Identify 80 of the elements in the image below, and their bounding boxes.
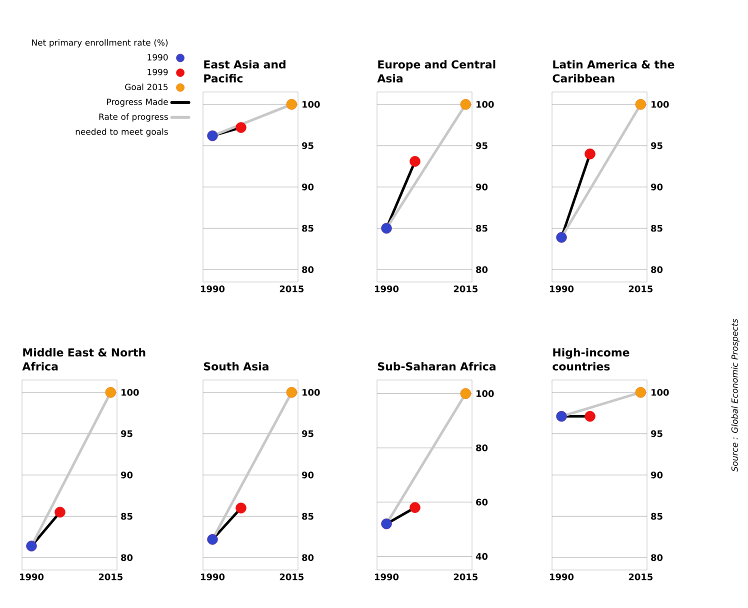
chart-title: Latin America & the Caribbean	[552, 60, 674, 82]
point	[26, 540, 37, 552]
point	[584, 148, 596, 160]
y-tick-label: 85	[302, 512, 314, 520]
x-tick-label: 1990	[550, 286, 574, 292]
chart-title: East Asia and Pacific	[204, 60, 286, 82]
y-tick-label: 95	[302, 430, 314, 438]
legend-label: Goal 2015	[125, 84, 168, 90]
y-tick-label: 95	[650, 142, 662, 150]
point	[105, 387, 116, 398]
y-tick-label: 80	[476, 266, 488, 273]
point	[236, 502, 246, 514]
y-tick-label: 95	[120, 430, 132, 438]
x-tick-label: 2015	[628, 286, 653, 292]
y-tick-label: 95	[302, 142, 314, 150]
chart-title: South Asia	[204, 362, 268, 370]
x-tick-label: 1990	[201, 574, 225, 580]
y-tick-label: 90	[120, 472, 133, 478]
y-tick-label: 90	[302, 472, 314, 478]
y-tick-label: 100	[302, 100, 320, 108]
point	[286, 387, 298, 398]
chart-title: Sub-Saharan Africa	[378, 362, 496, 370]
legend-label: Progress Made	[107, 98, 168, 107]
point	[381, 222, 392, 234]
point	[460, 388, 472, 399]
x-tick-label: 1990	[375, 574, 399, 580]
point	[410, 156, 420, 167]
y-tick-label: 95	[650, 430, 662, 438]
legend-label: Rate of progress needed to meet goals	[76, 113, 168, 137]
y-tick-label: 80	[302, 554, 314, 561]
chart-title: Middle East & North Africa	[22, 348, 146, 370]
legend-label: 1999	[148, 68, 168, 76]
y-tick-label: 80	[651, 554, 663, 561]
y-tick-label: 80	[302, 266, 314, 273]
x-tick-label: 1990	[20, 574, 44, 580]
x-tick-label: 1990	[201, 286, 225, 292]
point	[286, 99, 298, 110]
y-tick-label: 100	[476, 100, 494, 108]
y-tick-label: 100	[302, 388, 320, 396]
x-tick-label: 2015	[280, 574, 304, 580]
y-tick-label: 100	[476, 390, 494, 397]
x-tick-label: 2015	[628, 574, 653, 580]
y-tick-label: 95	[476, 142, 488, 150]
y-tick-label: 90	[476, 184, 488, 190]
y-tick-label: 85	[476, 224, 488, 232]
y-tick-label: 80	[476, 444, 488, 452]
y-tick-label: 100	[652, 388, 669, 396]
chart-title: Europe and Central Asia	[377, 60, 496, 82]
y-tick-label: 40	[476, 553, 488, 560]
y-tick-label: 85	[302, 224, 314, 232]
y-tick-label: 90	[302, 184, 314, 190]
x-tick-label: 2015	[454, 286, 478, 292]
point	[54, 506, 66, 518]
y-tick-label: 100	[652, 100, 669, 108]
point	[635, 99, 646, 110]
x-tick-label: 1990	[375, 286, 399, 292]
point	[207, 534, 218, 545]
legend-title: Net primary enrollment rate (%)	[32, 39, 168, 48]
y-tick-label: 85	[651, 224, 662, 232]
source-note: Source : Global Economic Prospects	[731, 318, 740, 472]
legend-label: 1990	[148, 54, 168, 60]
x-tick-label: 2015	[280, 286, 304, 292]
y-tick-label: 80	[121, 554, 133, 561]
x-tick-label: 2015	[454, 574, 478, 580]
y-tick-label: 60	[476, 498, 488, 506]
y-tick-label: 90	[650, 184, 663, 190]
y-tick-label: 90	[650, 472, 663, 478]
point	[460, 99, 472, 110]
x-tick-label: 1990	[550, 574, 574, 580]
point	[207, 130, 218, 142]
y-tick-label: 80	[651, 266, 663, 273]
point	[381, 518, 392, 530]
point	[236, 122, 246, 133]
x-tick-label: 2015	[98, 574, 123, 580]
y-tick-label: 100	[122, 388, 139, 396]
chart-title: High-income countries	[552, 348, 630, 370]
point	[556, 232, 567, 243]
y-tick-label: 85	[121, 512, 132, 520]
point	[410, 502, 420, 513]
y-tick-label: 85	[651, 512, 662, 520]
